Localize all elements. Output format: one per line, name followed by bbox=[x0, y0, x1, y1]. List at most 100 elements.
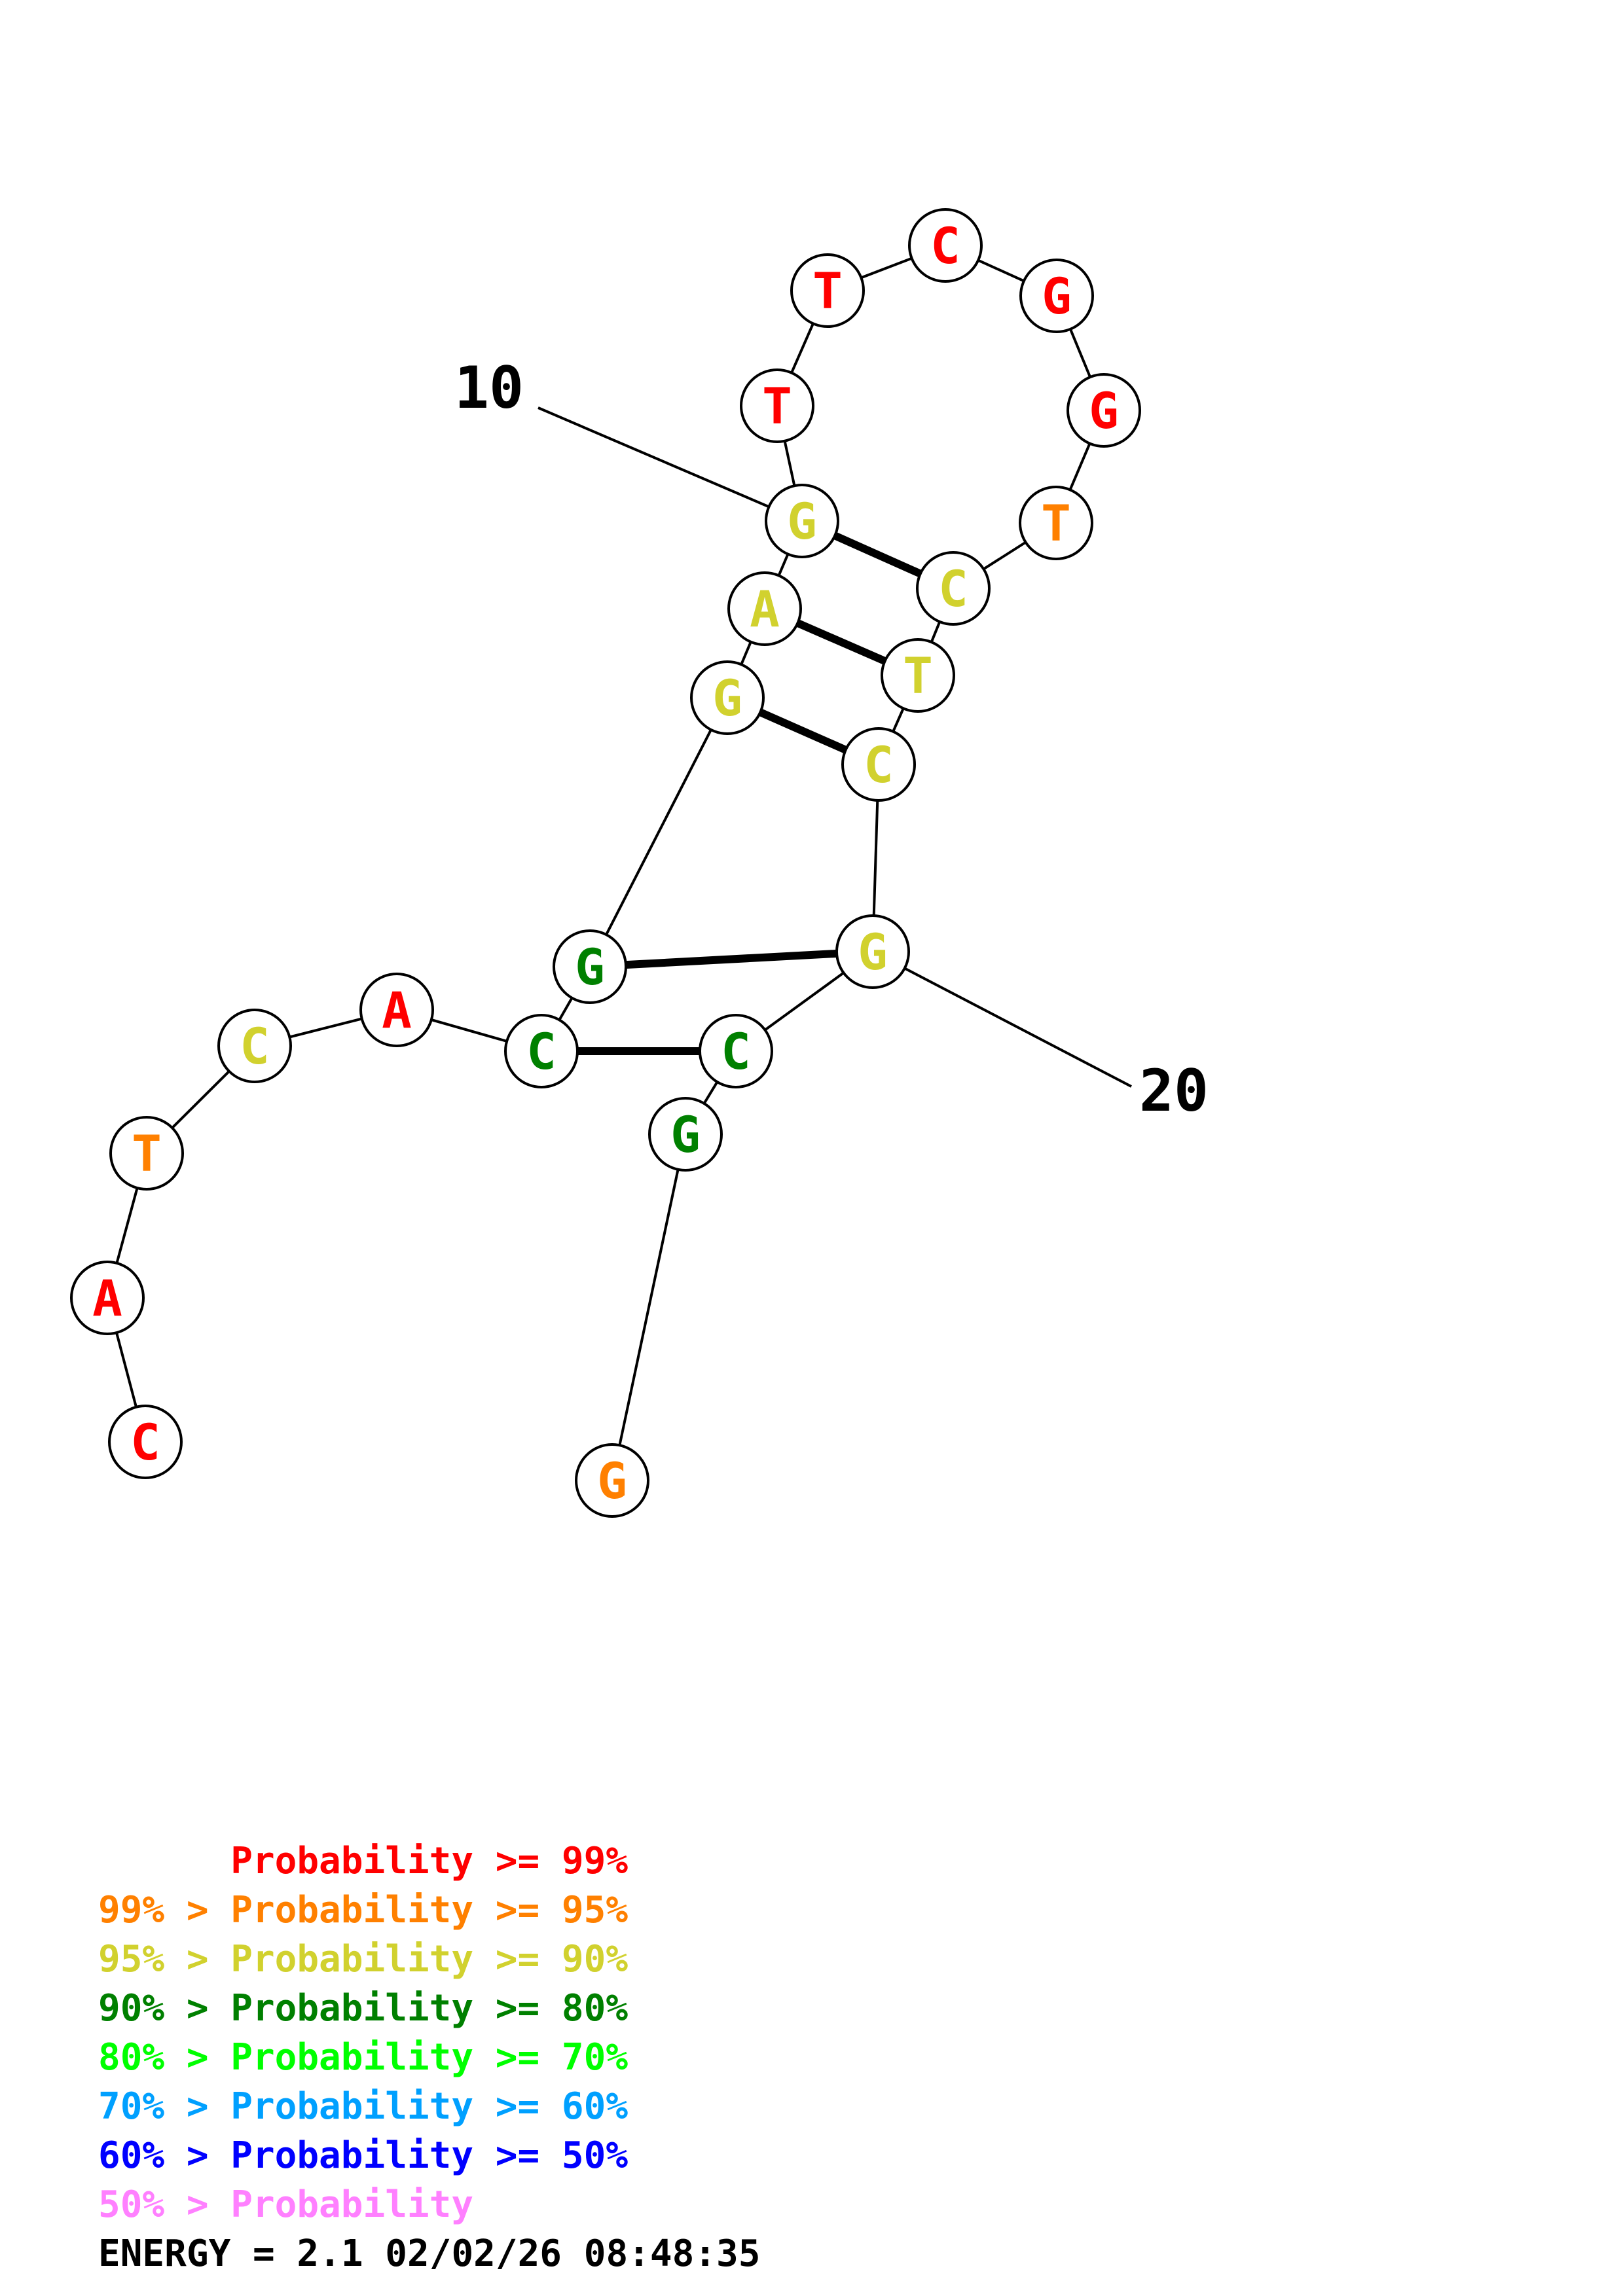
nucleotide-8: G bbox=[690, 660, 765, 735]
nucleotide-2: A bbox=[70, 1261, 145, 1335]
legend-text: 95% > Probability >= 90% bbox=[98, 1938, 628, 1981]
nucleotide-letter: T bbox=[762, 377, 792, 435]
nucleotide-20: G bbox=[835, 914, 910, 989]
legend-prefix: 90% > bbox=[98, 1987, 230, 2030]
nucleotide-circle bbox=[359, 973, 434, 1047]
backbone-segment bbox=[611, 1134, 687, 1481]
legend-prefix: 60% > bbox=[98, 2134, 230, 2177]
nucleotide-letter: G bbox=[858, 923, 888, 981]
nucleotide-circle bbox=[504, 1014, 579, 1088]
nucleotide-letter: G bbox=[787, 492, 817, 550]
backbone-segment bbox=[589, 697, 729, 967]
nucleotide-15: G bbox=[1067, 373, 1141, 448]
position-label-20: 20 bbox=[1139, 1057, 1209, 1124]
nucleotide-letter: C bbox=[938, 560, 968, 618]
nucleotide-letter: G bbox=[1089, 382, 1119, 440]
nucleotide-circle bbox=[1019, 486, 1093, 560]
legend-row: 70% > Probability >= 60% bbox=[98, 2085, 628, 2128]
legend-label: Probability >= 50% bbox=[230, 2134, 628, 2177]
nucleotide-circle bbox=[109, 1116, 184, 1191]
nucleotide-circle bbox=[881, 638, 955, 713]
energy-timestamp-line: ENERGY = 2.1 02/02/26 08:48:35 bbox=[98, 2233, 760, 2275]
position-label-10: 10 bbox=[454, 354, 524, 422]
nucleotide-letter: T bbox=[903, 647, 933, 705]
position-label-lines bbox=[538, 406, 1132, 1088]
nucleotide-letter: T bbox=[812, 262, 843, 320]
nucleotide-circle bbox=[217, 1009, 292, 1083]
nucleotide-circle bbox=[690, 660, 765, 735]
nucleotide-19: C bbox=[841, 727, 916, 802]
legend-row: 50% > Probability bbox=[98, 2183, 473, 2226]
nucleotide-letter: C bbox=[526, 1022, 556, 1081]
legend-text: 99% > Probability >= 95% bbox=[98, 1889, 628, 1931]
legend-label: Probability >= 80% bbox=[230, 1987, 628, 2030]
nucleotide-letter: C bbox=[130, 1413, 160, 1471]
position-label-line bbox=[872, 950, 1132, 1088]
nucleotide-circle bbox=[835, 914, 910, 989]
legend-text: 70% > Probability >= 60% bbox=[98, 2085, 628, 2128]
nucleotide-letter: C bbox=[721, 1022, 751, 1081]
legend-label: Probability >= 60% bbox=[230, 2085, 628, 2128]
legend-prefix: 99% > bbox=[98, 1889, 230, 1931]
nucleotide-letter: T bbox=[132, 1124, 162, 1183]
legend-text: Probability >= 99% bbox=[230, 1840, 628, 1882]
legend-prefix: 80% > bbox=[98, 2036, 230, 2079]
nucleotide-9: A bbox=[727, 571, 802, 646]
nucleotide-18: T bbox=[881, 638, 955, 713]
legend-row: Probability >= 99% bbox=[230, 1840, 628, 1882]
nucleotide-circle bbox=[1019, 259, 1094, 333]
legend-label: Probability >= 95% bbox=[230, 1889, 628, 1931]
nucleotide-circle bbox=[575, 1443, 649, 1518]
legend-text: 50% > Probability bbox=[98, 2183, 473, 2226]
nucleotide-letter: G bbox=[597, 1452, 627, 1510]
legend-label: Probability >= 90% bbox=[230, 1938, 628, 1981]
nucleotide-letter: A bbox=[92, 1269, 122, 1327]
legend-label: Probability >= 70% bbox=[230, 2036, 628, 2079]
nucleotide-3: T bbox=[109, 1116, 184, 1191]
backbone-layer bbox=[106, 244, 1105, 1481]
nucleotide-circle bbox=[1067, 373, 1141, 448]
legend-row: 90% > Probability >= 80% bbox=[98, 1987, 628, 2030]
nucleotide-21: C bbox=[699, 1014, 773, 1088]
nucleotide-letter: C bbox=[240, 1017, 270, 1075]
nucleotide-7: G bbox=[553, 929, 627, 1004]
nucleotide-14: G bbox=[1019, 259, 1094, 333]
position-label-line bbox=[538, 406, 803, 522]
nucleotide-10: G bbox=[765, 484, 839, 558]
legend-row: 99% > Probability >= 95% bbox=[98, 1889, 628, 1931]
legend-text: 90% > Probability >= 80% bbox=[98, 1987, 628, 2030]
nucleotide-letter: G bbox=[1042, 267, 1072, 325]
nucleotide-22: G bbox=[648, 1097, 723, 1172]
nucleotide-circle bbox=[790, 253, 865, 328]
nucleotide-letter: G bbox=[575, 938, 605, 996]
nucleotide-letter: G bbox=[712, 669, 742, 727]
legend-row: 60% > Probability >= 50% bbox=[98, 2134, 628, 2177]
nucleotide-circle bbox=[740, 368, 814, 443]
nucleotide-6: C bbox=[504, 1014, 579, 1088]
legend-label: Probability bbox=[230, 2183, 473, 2226]
nucleotide-circle bbox=[908, 208, 983, 283]
nucleotide-11: T bbox=[740, 368, 814, 443]
probability-legend: Probability >= 99%99% > Probability >= 9… bbox=[98, 1840, 628, 2226]
nucleotide-circle bbox=[699, 1014, 773, 1088]
nucleotide-5: A bbox=[359, 973, 434, 1047]
nucleotide-circle bbox=[916, 551, 991, 626]
nucleotide-letter: A bbox=[750, 580, 780, 638]
legend-prefix: 95% > bbox=[98, 1938, 230, 1981]
nucleotide-circle bbox=[70, 1261, 145, 1335]
legend-row: 80% > Probability >= 70% bbox=[98, 2036, 628, 2079]
legend-prefix: 70% > bbox=[98, 2085, 230, 2128]
nucleotide-letter: C bbox=[930, 217, 960, 275]
nucleotide-1: C bbox=[108, 1405, 183, 1479]
nucleotide-letter: T bbox=[1041, 494, 1071, 552]
nucleotide-circle bbox=[727, 571, 802, 646]
nucleotide-17: C bbox=[916, 551, 991, 626]
position-label-layer: 10 20 bbox=[454, 354, 1209, 1124]
nucleotide-circle bbox=[648, 1097, 723, 1172]
nucleotide-13: C bbox=[908, 208, 983, 283]
nucleotide-circle bbox=[841, 727, 916, 802]
nucleotide-23: G bbox=[575, 1443, 649, 1518]
nucleotide-4: C bbox=[217, 1009, 292, 1083]
nucleotide-circle bbox=[765, 484, 839, 558]
